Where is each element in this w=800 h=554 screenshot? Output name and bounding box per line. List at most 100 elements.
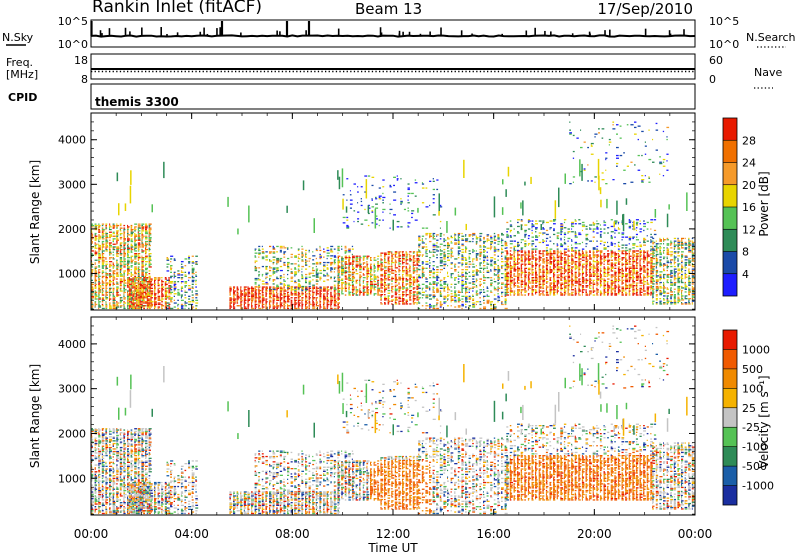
power-cell [269,297,272,299]
power-cell [483,306,487,308]
power-cell [394,302,397,304]
power-cell [254,307,257,310]
power-cell [276,287,278,289]
power-cell [146,285,148,287]
power-cell [305,291,307,293]
power-cell [402,252,403,254]
power-cell [553,294,556,296]
power-cell [362,282,364,284]
power-cell [123,232,125,235]
power-cell [380,273,384,276]
power-cell [290,306,293,308]
power-cell [402,271,405,273]
power-cell [603,294,606,296]
power-cell [429,251,432,253]
power-cell [109,297,111,299]
power-cell [450,293,453,295]
power-cell [333,284,336,286]
power-cell [128,297,131,299]
power-cell [146,286,149,288]
power-cell [517,294,520,296]
power-cell [610,277,613,279]
power-cell [542,293,544,295]
power-cell [429,303,431,306]
power-cell [112,277,116,279]
power-cell [556,279,560,281]
power-cell [315,276,319,278]
power-cell [173,271,176,273]
power-cell [98,240,100,243]
power-cell [509,275,512,277]
power-cell [290,293,294,295]
power-cell [465,246,467,248]
power-cell [134,242,136,244]
power-cell [509,287,513,289]
power-cell [195,307,197,310]
power-cell [504,261,508,263]
power-cell [134,261,137,263]
power-cell [91,307,93,310]
power-cell [137,283,141,285]
power-cell [472,240,474,243]
power-cell [621,290,625,292]
power-cell [123,275,125,277]
power-cell [130,299,132,301]
power-cell [272,248,276,250]
power-cell [412,263,414,265]
power-cell [326,275,330,277]
power-cell [589,270,591,272]
power-cell [127,294,130,296]
power-cell [105,301,107,303]
power-cell [287,248,289,250]
power-cell [632,270,635,272]
power-cell [517,270,520,272]
power-cell [538,275,542,277]
power-cell [283,285,285,288]
power-cell [254,285,258,288]
power-cell [391,279,393,281]
power-cell [101,223,105,225]
power-cell [472,258,475,260]
power-cell [535,270,537,272]
power-cell [143,306,145,308]
power-cell [483,282,486,284]
power-cell [585,265,588,267]
power-cell [157,293,159,295]
power-cell [560,255,562,257]
power-cell [632,265,635,267]
power-cell [632,287,635,289]
power-cell [571,283,574,285]
power-cell [425,277,427,279]
power-cell [387,283,391,285]
power-cell [391,280,393,282]
power-cell [352,271,356,273]
power-cell [553,253,556,255]
power-cell [98,257,102,259]
power-cell [542,277,544,279]
power-cell [141,257,145,259]
power-cell [461,301,464,303]
power-cell [91,231,93,233]
power-cell [412,264,416,266]
power-cell [287,297,289,299]
power-cell [409,251,412,253]
power-cell [560,279,563,281]
power-cell [139,305,142,307]
power-cell [180,274,184,276]
power-cell [439,248,442,251]
power-cell [380,303,383,305]
power-cell [425,286,429,288]
power-cell [305,268,308,270]
power-cell [402,284,404,286]
power-cell [116,227,118,229]
power-cell [98,293,100,295]
power-cell [574,285,577,287]
power-cell [493,306,497,308]
power-cell [134,227,136,229]
power-cell [402,261,405,264]
power-cell [272,273,274,276]
power-cell [384,255,386,257]
power-cell [416,261,420,264]
power-cell [145,271,148,273]
power-cell [380,253,382,256]
